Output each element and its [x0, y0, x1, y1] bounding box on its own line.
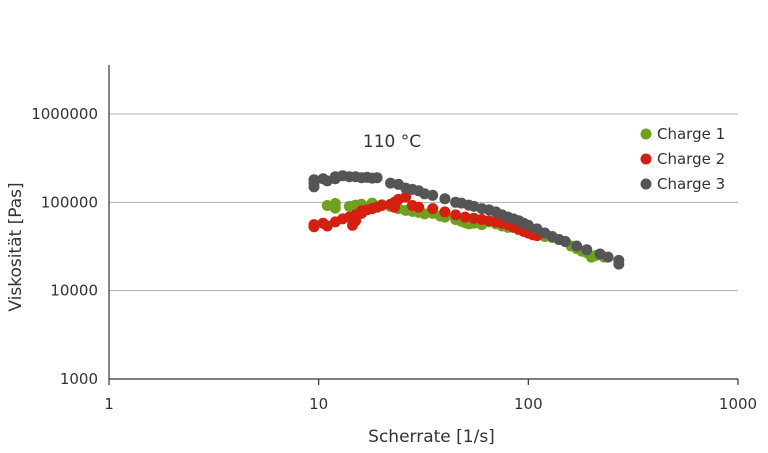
data-point	[427, 189, 439, 201]
data-points	[308, 170, 625, 270]
data-point	[413, 201, 425, 213]
data-point	[400, 191, 412, 203]
data-point	[613, 258, 625, 270]
data-point	[371, 172, 383, 184]
tick-labels: 1000 10000 100000 1000000 1 10 100 1000	[31, 105, 757, 413]
legend: Charge 1 Charge 2 Charge 3	[640, 125, 725, 193]
y-axis-title: Viskosität [Pas]	[6, 182, 26, 311]
y-tick-label: 10000	[50, 282, 98, 300]
legend-label: Charge 3	[657, 175, 725, 193]
x-axis-title: Scherrate [1/s]	[368, 427, 495, 447]
y-tick-label: 1000	[60, 370, 98, 388]
legend-label: Charge 1	[657, 125, 725, 143]
y-tick-label: 100000	[41, 193, 98, 211]
x-tick-label: 1	[104, 395, 114, 413]
data-point	[308, 181, 320, 193]
data-point	[329, 202, 341, 214]
data-point	[559, 236, 571, 247]
data-point	[459, 211, 471, 223]
legend-marker	[640, 178, 652, 190]
data-point	[308, 221, 320, 233]
x-tick-label: 1000	[719, 395, 757, 413]
legend-label: Charge 2	[657, 150, 725, 168]
data-point	[522, 219, 534, 231]
axes	[108, 65, 739, 385]
temperature-annotation: 110 °C	[363, 132, 421, 152]
data-point	[602, 251, 614, 263]
data-point	[439, 193, 451, 205]
x-tick-label: 100	[514, 395, 543, 413]
legend-marker	[640, 128, 652, 140]
data-point	[350, 215, 362, 227]
data-point	[376, 200, 388, 211]
data-point	[439, 206, 451, 218]
data-point	[427, 203, 439, 215]
y-tick-label: 1000000	[31, 105, 98, 123]
data-point	[571, 240, 583, 252]
legend-marker	[640, 153, 652, 165]
data-point	[581, 244, 593, 256]
data-point	[450, 209, 462, 221]
gridlines	[109, 113, 738, 292]
x-tick-label: 10	[309, 395, 328, 413]
